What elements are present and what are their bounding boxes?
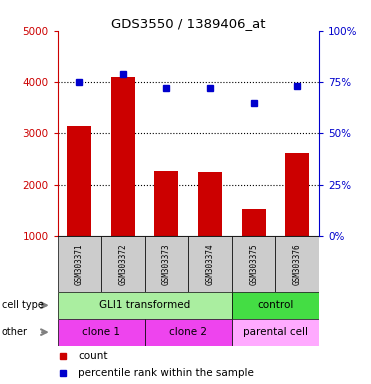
Bar bbox=[285, 153, 309, 236]
Bar bbox=[198, 172, 222, 236]
Bar bbox=[188, 236, 232, 292]
Bar bbox=[145, 319, 232, 346]
Text: other: other bbox=[2, 327, 28, 337]
Text: GSM303375: GSM303375 bbox=[249, 243, 258, 285]
Bar bbox=[67, 126, 91, 236]
Text: GSM303373: GSM303373 bbox=[162, 243, 171, 285]
Text: GSM303371: GSM303371 bbox=[75, 243, 84, 285]
Text: GSM303374: GSM303374 bbox=[206, 243, 214, 285]
Text: count: count bbox=[78, 351, 108, 361]
Bar bbox=[232, 236, 276, 292]
Text: control: control bbox=[257, 300, 294, 310]
Bar bbox=[58, 292, 232, 319]
Text: GLI1 transformed: GLI1 transformed bbox=[99, 300, 190, 310]
Text: GSM303376: GSM303376 bbox=[293, 243, 302, 285]
Bar bbox=[111, 77, 135, 236]
Bar bbox=[232, 319, 319, 346]
Bar bbox=[154, 171, 178, 236]
Text: clone 2: clone 2 bbox=[169, 327, 207, 337]
Bar bbox=[58, 236, 101, 292]
Text: GSM303372: GSM303372 bbox=[118, 243, 127, 285]
Text: parental cell: parental cell bbox=[243, 327, 308, 337]
Text: percentile rank within the sample: percentile rank within the sample bbox=[78, 368, 254, 378]
Title: GDS3550 / 1389406_at: GDS3550 / 1389406_at bbox=[111, 17, 266, 30]
Bar bbox=[275, 236, 319, 292]
Bar bbox=[101, 236, 145, 292]
Text: cell type: cell type bbox=[2, 300, 44, 310]
Text: clone 1: clone 1 bbox=[82, 327, 120, 337]
Bar bbox=[232, 292, 319, 319]
Bar bbox=[58, 319, 145, 346]
Bar bbox=[242, 209, 266, 236]
Bar bbox=[145, 236, 188, 292]
